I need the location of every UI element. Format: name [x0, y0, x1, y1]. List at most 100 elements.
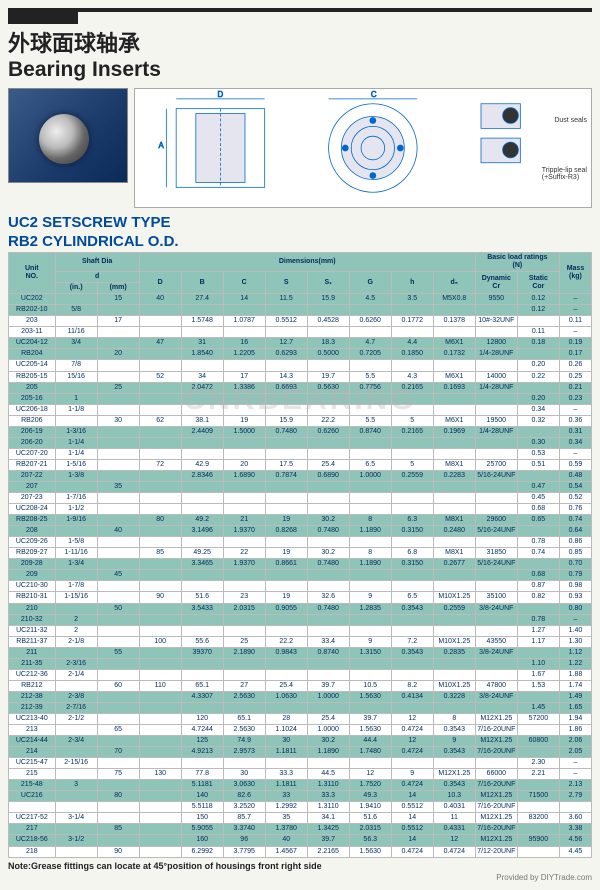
table-row: 205-1610.200.23 [9, 393, 592, 404]
table-cell: 65 [97, 725, 139, 736]
table-cell [55, 680, 97, 691]
table-cell: 65.1 [181, 680, 223, 691]
table-cell: 0.7874 [265, 470, 307, 481]
table-cell: 2.79 [559, 791, 591, 802]
table-cell: 0.8740 [349, 426, 391, 437]
table-cell: 206-19 [9, 426, 56, 437]
table-cell [265, 404, 307, 415]
table-cell: 1.1890 [349, 559, 391, 570]
th-C: C [223, 272, 265, 294]
table-cell: 34 [181, 371, 223, 382]
note-text: Note:Grease fittings can locate at 45°po… [8, 861, 592, 871]
bearing-table: Unit NO. Shaft Dia Dimensions(mm) Basic … [8, 252, 592, 858]
table-cell: 42.9 [181, 459, 223, 470]
table-cell [97, 669, 139, 680]
table-cell: 0.53 [517, 448, 559, 459]
table-cell [97, 835, 139, 846]
table-cell: 9 [349, 636, 391, 647]
table-cell: 22.2 [307, 415, 349, 426]
table-cell: 0.5630 [307, 382, 349, 393]
table-cell [517, 316, 559, 327]
table-cell [265, 625, 307, 636]
table-cell [97, 515, 139, 526]
table-cell: 39.7 [307, 680, 349, 691]
table-cell: – [559, 614, 591, 625]
table-cell: 1.74 [559, 680, 591, 691]
table-cell [307, 537, 349, 548]
table-cell [223, 702, 265, 713]
table-cell: 2.1890 [223, 647, 265, 658]
table-cell: 1.3110 [307, 802, 349, 813]
table-cell: 218 [9, 846, 56, 857]
table-cell: 90 [97, 846, 139, 857]
table-cell: 50 [97, 603, 139, 614]
table-cell [475, 669, 517, 680]
table-cell: 0.1378 [433, 316, 475, 327]
table-cell: 1-15/16 [55, 592, 97, 603]
table-cell [349, 481, 391, 492]
table-cell: 7/16-20UNF [475, 747, 517, 758]
table-row: 205252.04721.33860.66930.56300.77560.216… [9, 382, 592, 393]
table-cell: 17 [223, 371, 265, 382]
th-shaft: Shaft Dia [55, 253, 139, 272]
table-cell: 44.4 [349, 736, 391, 747]
table-cell: RB207-21 [9, 459, 56, 470]
table-cell: 0.12 [517, 294, 559, 305]
table-cell [97, 459, 139, 470]
table-cell [139, 448, 181, 459]
table-cell: 5.9055 [181, 824, 223, 835]
table-cell: 1.5630 [349, 691, 391, 702]
table-cell [517, 802, 559, 813]
table-cell: 1/4-28UNF [475, 349, 517, 360]
table-cell: 1.3386 [223, 382, 265, 393]
table-row: 214704.92132.95731.18111.18901.74800.472… [9, 747, 592, 758]
table-body: UC202154027.41411.515.94.53.5M5X0.895500… [9, 294, 592, 857]
table-cell [139, 813, 181, 824]
table-cell [391, 448, 433, 459]
table-cell: 2.5630 [223, 725, 265, 736]
table-cell [307, 305, 349, 316]
table-cell: 0.7480 [265, 426, 307, 437]
table-cell [139, 404, 181, 415]
table-cell: 33.3 [307, 791, 349, 802]
table-cell [517, 824, 559, 835]
table-row: 209-281-3/43.34651.93700.86610.74801.189… [9, 559, 592, 570]
table-cell [55, 824, 97, 835]
table-cell [55, 481, 97, 492]
table-cell [265, 537, 307, 548]
table-cell: 0.20 [517, 360, 559, 371]
table-cell [517, 747, 559, 758]
table-cell: UC207-20 [9, 448, 56, 459]
table-row: 209450.680.79 [9, 570, 592, 581]
table-cell [391, 570, 433, 581]
table-cell: 11/16 [55, 327, 97, 338]
table-cell [181, 702, 223, 713]
table-cell [475, 393, 517, 404]
table-cell: M6X1 [433, 338, 475, 349]
table-cell: 27 [223, 680, 265, 691]
table-row: UC205-147/80.200.26 [9, 360, 592, 371]
table-cell [97, 625, 139, 636]
table-cell [349, 360, 391, 371]
table-cell [433, 581, 475, 592]
table-cell: 20 [97, 349, 139, 360]
table-cell [475, 581, 517, 592]
table-cell: 33 [265, 791, 307, 802]
table-cell: 203 [9, 316, 56, 327]
table-cell: 0.3150 [391, 526, 433, 537]
bearing-photo [8, 88, 128, 183]
table-cell [139, 725, 181, 736]
table-cell [475, 437, 517, 448]
table-row: RB202-105/80.12– [9, 305, 592, 316]
table-cell [139, 846, 181, 857]
table-row: RB206306238.11915.922.25.55M6X1195000.32… [9, 415, 592, 426]
table-cell [223, 570, 265, 581]
table-cell [97, 702, 139, 713]
table-cell: M10X1.25 [433, 592, 475, 603]
table-row: RB211-372-1/810055.62522.233.497.2M10X1.… [9, 636, 592, 647]
table-cell: RB202-10 [9, 305, 56, 316]
table-cell: 0.17 [559, 349, 591, 360]
table-cell [223, 404, 265, 415]
table-cell [181, 404, 223, 415]
table-cell: 1.2992 [265, 802, 307, 813]
